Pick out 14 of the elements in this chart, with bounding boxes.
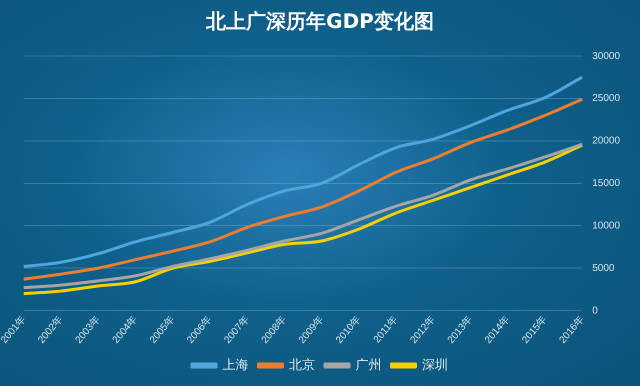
y-tick-label: 25000 bbox=[592, 93, 620, 104]
legend-label: 北京 bbox=[289, 357, 315, 372]
chart-title: 北上广深历年GDP变化图 bbox=[204, 8, 435, 35]
legend-label: 广州 bbox=[356, 357, 382, 372]
y-tick-label: 10000 bbox=[592, 220, 620, 232]
y-tick-label: 20000 bbox=[592, 136, 620, 147]
line-series bbox=[22, 76, 584, 268]
y-tick-label: 30000 bbox=[592, 50, 620, 62]
y-tick-label: 0 bbox=[592, 305, 598, 316]
y-tick-label: 5000 bbox=[592, 262, 615, 274]
line-series bbox=[22, 98, 584, 281]
legend-label: 深圳 bbox=[422, 357, 448, 372]
legend-label: 上海 bbox=[222, 357, 248, 372]
y-tick-label: 15000 bbox=[592, 178, 620, 190]
